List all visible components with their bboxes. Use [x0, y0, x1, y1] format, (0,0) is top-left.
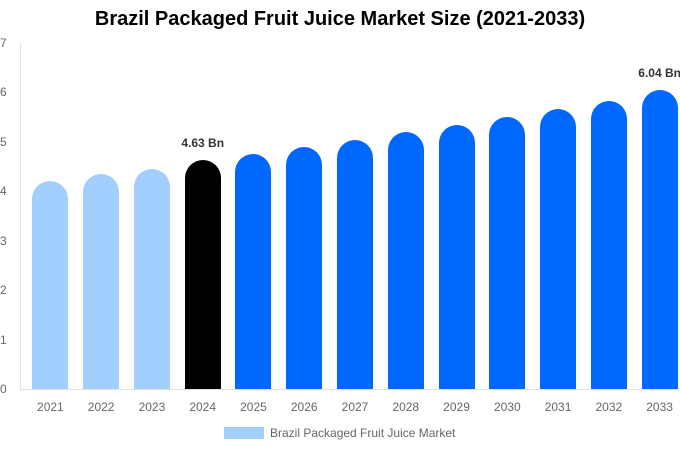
x-tick-label: 2026 — [290, 400, 318, 414]
bar-2027[interactable] — [337, 139, 373, 389]
x-tick-label: 2027 — [341, 400, 369, 414]
legend[interactable]: Brazil Packaged Fruit Juice Market — [224, 426, 455, 440]
y-tick-label: 2 — [0, 283, 7, 298]
x-tick-label: 2030 — [493, 400, 521, 414]
bar-2032[interactable] — [590, 100, 627, 389]
bar-2024[interactable] — [184, 160, 221, 389]
y-tick-label: 3 — [0, 233, 7, 248]
bar-2025[interactable] — [235, 153, 272, 389]
bar-2023[interactable] — [133, 169, 170, 389]
y-axis-line — [20, 43, 21, 389]
bar-2021[interactable] — [32, 180, 69, 389]
x-tick-label: 2028 — [392, 400, 420, 414]
plot-area — [20, 43, 680, 389]
x-tick-label: 2021 — [37, 400, 64, 414]
x-tick-label: 2025 — [240, 400, 267, 414]
x-tick-label: 2031 — [544, 400, 572, 414]
y-tick-label: 4 — [0, 184, 7, 199]
x-axis-line — [20, 389, 680, 390]
x-tick-label: 2032 — [595, 400, 623, 414]
chart-title: Brazil Packaged Fruit Juice Market Size … — [94, 8, 586, 30]
x-tick-label: 2029 — [443, 400, 470, 414]
y-tick-label: 5 — [0, 134, 7, 149]
bar-2031[interactable] — [540, 108, 577, 389]
y-tick-label: 7 — [0, 36, 7, 50]
value-label-2033: 6.04 Bn — [638, 66, 680, 81]
bar-2029[interactable] — [438, 125, 475, 389]
y-tick-label: 6 — [0, 85, 7, 100]
y-tick-label: 1 — [0, 332, 7, 347]
bar-2030[interactable] — [489, 117, 526, 389]
bar-2026[interactable] — [286, 146, 323, 389]
x-tick-label: 2022 — [87, 400, 115, 414]
y-tick-label: 0 — [0, 382, 7, 396]
bar-2028[interactable] — [387, 131, 424, 389]
value-label-2024: 4.63 Bn — [181, 136, 225, 151]
bar-2022[interactable] — [83, 174, 120, 389]
legend-swatch — [224, 427, 264, 439]
x-tick-label: 2033 — [646, 400, 673, 414]
legend-label: Brazil Packaged Fruit Juice Market — [270, 426, 456, 440]
x-tick-label: 2024 — [189, 400, 217, 414]
x-tick-label: 2023 — [138, 400, 166, 414]
bar-2033[interactable] — [641, 90, 678, 389]
